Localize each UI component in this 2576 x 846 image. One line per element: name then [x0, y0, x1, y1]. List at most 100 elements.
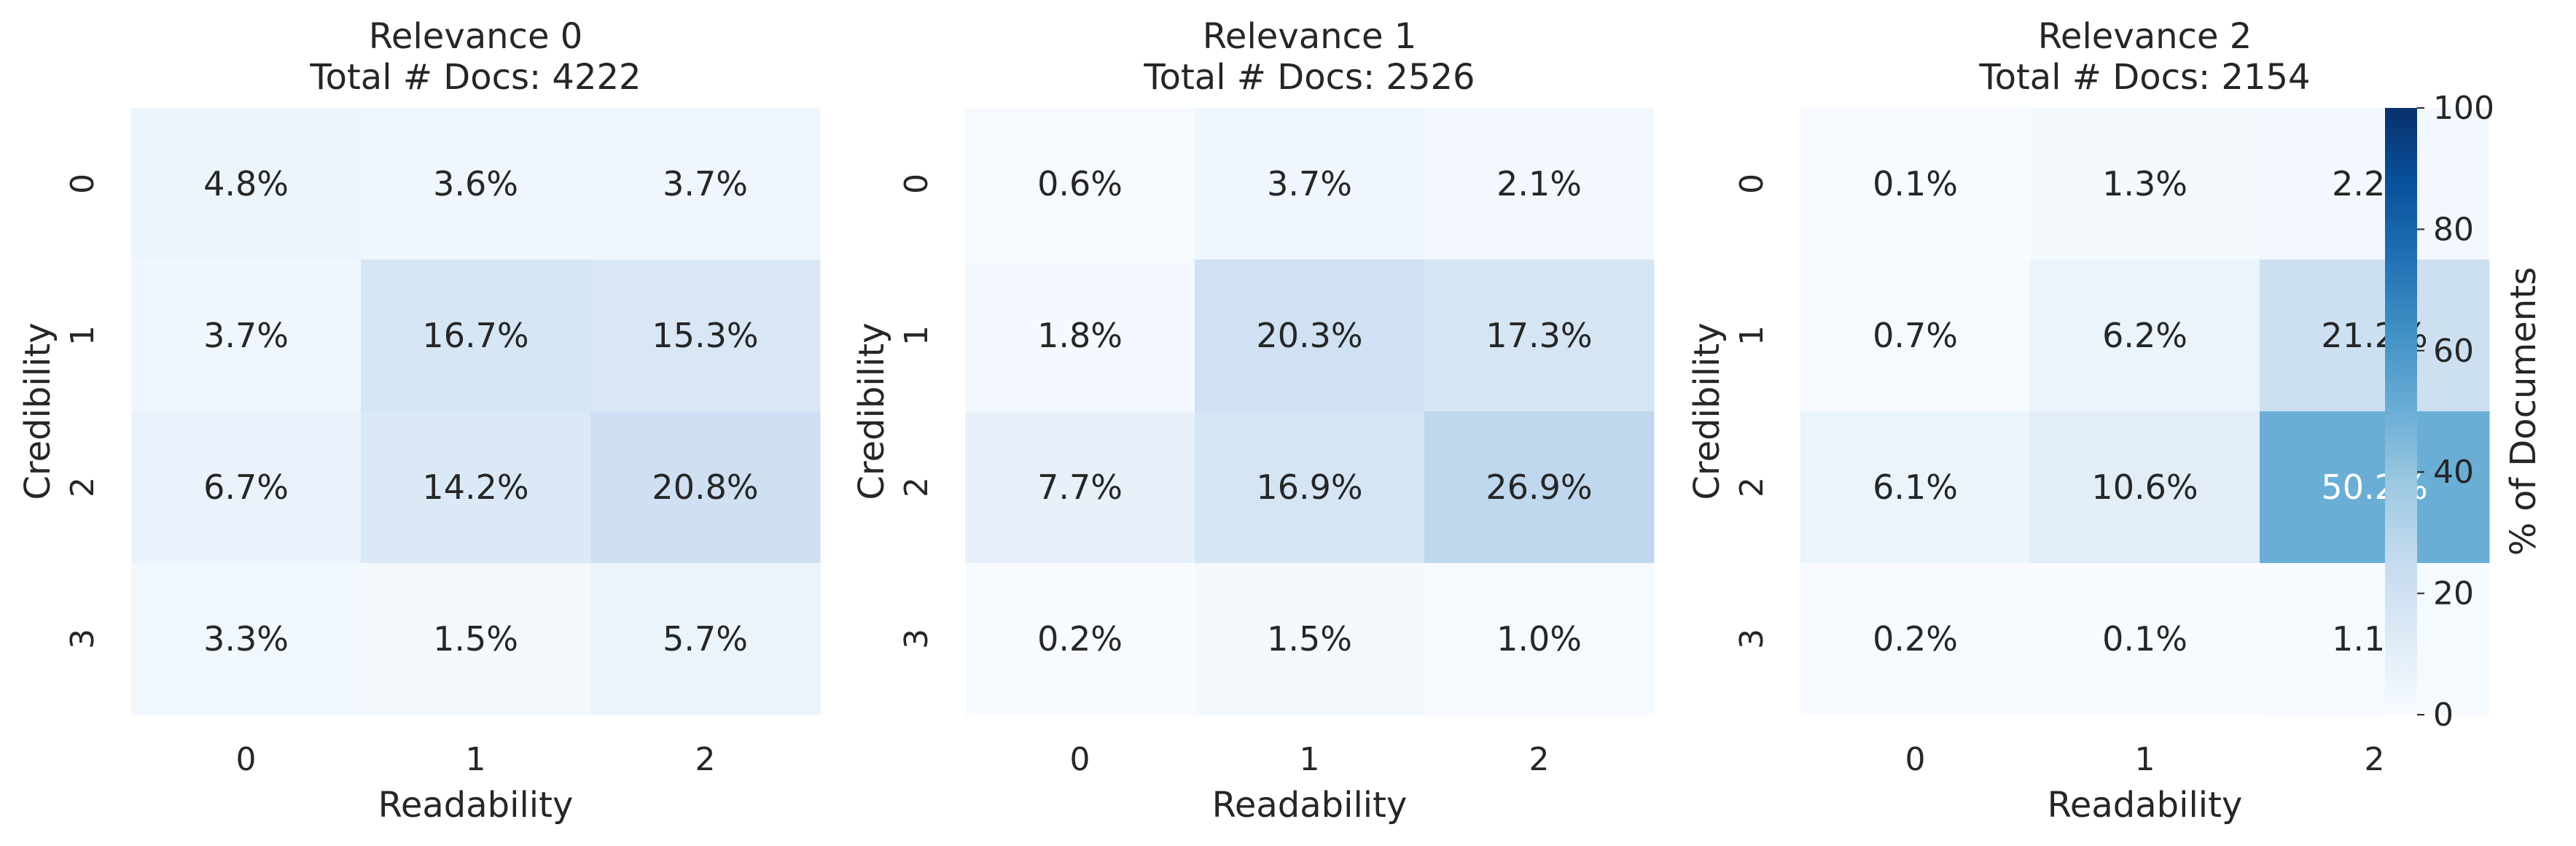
- cell-value-label: 0.7%: [1873, 316, 1958, 355]
- heatmap-cell: [965, 411, 1195, 564]
- y-tick-label: 0: [1733, 174, 1771, 194]
- cell-value-label: 1.3%: [2102, 164, 2187, 203]
- x-tick-label: 1: [466, 741, 486, 778]
- y-tick-label: 0: [898, 174, 935, 194]
- chart-subtitle: Total # Docs: 4222: [309, 57, 641, 98]
- colorbar-label: % of Documents: [2503, 267, 2544, 556]
- colorbar-tick-label: 100: [2433, 90, 2494, 127]
- heatmap-cell: [2260, 260, 2490, 412]
- cell-value-label: 1.8%: [1037, 316, 1123, 355]
- heatmap-cell: [2030, 108, 2260, 260]
- heatmap-cell: [131, 563, 362, 715]
- x-tick-label: 2: [695, 741, 716, 778]
- x-tick-label: 0: [1905, 741, 1926, 778]
- y-tick-label: 1: [898, 325, 935, 346]
- cell-value-label: 3.3%: [203, 619, 289, 659]
- heatmap-cell: [590, 108, 821, 260]
- cell-value-label: 14.2%: [422, 467, 528, 507]
- colorbar: [2385, 108, 2417, 715]
- heatmap-cell: [590, 411, 821, 564]
- colorbar-tick-label: 20: [2433, 575, 2474, 613]
- heatmap-cell: [1800, 411, 2031, 564]
- cell-value-label: 17.3%: [1486, 316, 1592, 355]
- cell-value-label: 20.8%: [652, 467, 758, 507]
- chart-subtitle: Total # Docs: 2526: [1143, 57, 1475, 98]
- heatmap-cell: [1424, 563, 1655, 715]
- y-tick-label: 2: [64, 477, 101, 497]
- heatmap-cell: [361, 108, 591, 260]
- heatmap-cell: [1195, 563, 1425, 715]
- heatmap-cell: [1424, 260, 1655, 412]
- chart-title: Relevance 1: [1203, 16, 1417, 57]
- heatmap-cell: [2260, 108, 2490, 260]
- cell-value-label: 0.1%: [1873, 164, 1958, 203]
- x-axis-label: Readability: [378, 785, 574, 826]
- cell-value-label: 16.9%: [1256, 467, 1362, 507]
- cell-value-label: 5.7%: [663, 619, 748, 659]
- heatmap-cell: [131, 411, 362, 564]
- cell-value-label: 16.7%: [422, 316, 528, 355]
- cell-value-label: 15.3%: [652, 316, 758, 355]
- heatmap-cell: [361, 260, 591, 412]
- cell-value-label: 3.6%: [433, 164, 518, 203]
- cell-value-label: 0.2%: [1873, 619, 1958, 659]
- y-tick-label: 0: [64, 174, 101, 194]
- heatmap-cell: [131, 108, 362, 260]
- heatmap-cell: [965, 260, 1195, 412]
- y-tick-label: 3: [1733, 629, 1771, 649]
- cell-value-label: 3.7%: [663, 164, 748, 203]
- heatmap-cell: [1800, 108, 2031, 260]
- heatmap-cell: [2030, 411, 2260, 564]
- cell-value-label: 1.5%: [1267, 619, 1352, 659]
- heatmap-cell: [590, 260, 821, 412]
- heatmap-cell: [965, 108, 1195, 260]
- heatmap-cell: [1195, 411, 1425, 564]
- cell-value-label: 0.2%: [1037, 619, 1123, 659]
- x-tick-label: 2: [1529, 741, 1550, 778]
- colorbar-tick-label: 40: [2433, 454, 2474, 491]
- cell-value-label: 3.7%: [203, 316, 289, 355]
- cell-value-label: 2.1%: [1496, 164, 1582, 203]
- colorbar-tick-label: 80: [2433, 211, 2474, 248]
- heatmap-cell: [590, 563, 821, 715]
- cell-value-label: 1.5%: [433, 619, 518, 659]
- x-axis-label: Readability: [2048, 785, 2243, 826]
- y-axis-label: Credibility: [1687, 322, 1728, 500]
- cell-value-label: 26.9%: [1486, 467, 1592, 507]
- heatmap-cell: [1800, 563, 2031, 715]
- cell-value-label: 6.1%: [1873, 467, 1958, 507]
- heatmap-cell: [131, 260, 362, 412]
- cell-value-label: 10.6%: [2091, 467, 2198, 507]
- y-tick-label: 1: [1733, 325, 1771, 346]
- cell-value-label: 4.8%: [203, 164, 289, 203]
- heatmap-cell: [1195, 108, 1425, 260]
- cell-value-label: 7.7%: [1037, 467, 1123, 507]
- heatmap-cell: [1195, 260, 1425, 412]
- y-tick-label: 1: [64, 325, 101, 346]
- heatmap-cell: [2260, 563, 2490, 715]
- x-tick-label: 2: [2365, 741, 2385, 778]
- x-tick-label: 0: [1070, 741, 1090, 778]
- heatmap-cell: [1424, 411, 1655, 564]
- heatmap-cell: [965, 563, 1195, 715]
- x-tick-label: 1: [1300, 741, 1320, 778]
- cell-value-label: 6.7%: [203, 467, 289, 507]
- chart-title: Relevance 2: [2038, 16, 2252, 57]
- cell-value-label: 1.0%: [1496, 619, 1582, 659]
- heatmap-cell: [1800, 260, 2031, 412]
- cell-value-label: 0.1%: [2102, 619, 2187, 659]
- cell-value-label: 20.3%: [1256, 316, 1362, 355]
- chart-title: Relevance 0: [369, 16, 583, 57]
- y-tick-label: 2: [1733, 477, 1771, 497]
- x-tick-label: 0: [236, 741, 257, 778]
- y-tick-label: 2: [898, 477, 935, 497]
- heatmap-cell: [2260, 411, 2490, 564]
- cell-value-label: 6.2%: [2102, 316, 2187, 355]
- colorbar-tick-label: 0: [2433, 696, 2454, 734]
- heatmap-cell: [361, 563, 591, 715]
- y-axis-label: Credibility: [17, 322, 58, 500]
- y-tick-label: 3: [898, 629, 935, 649]
- cell-value-label: 0.6%: [1037, 164, 1123, 203]
